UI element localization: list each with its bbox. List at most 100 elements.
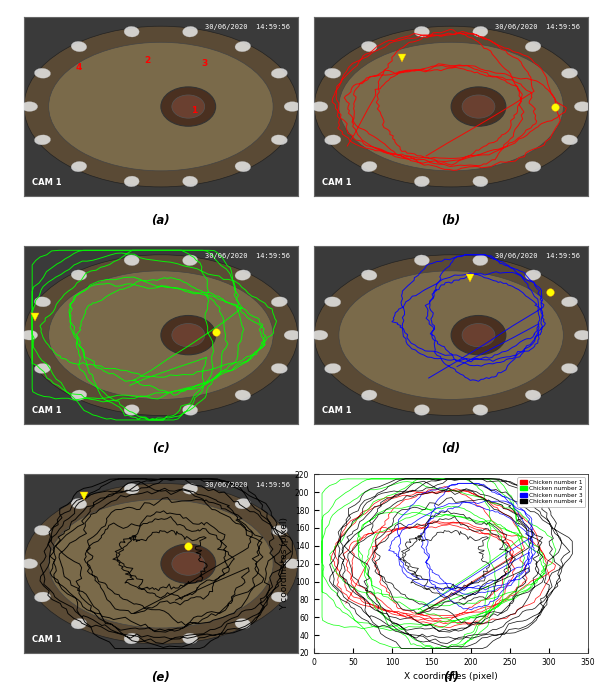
Ellipse shape xyxy=(339,42,563,171)
Text: (e): (e) xyxy=(152,671,170,684)
Ellipse shape xyxy=(34,363,50,373)
Ellipse shape xyxy=(34,525,50,536)
Ellipse shape xyxy=(235,162,251,172)
X-axis label: X coordinates (pixel): X coordinates (pixel) xyxy=(404,672,498,681)
Ellipse shape xyxy=(172,323,205,347)
Text: 1: 1 xyxy=(191,106,197,115)
Ellipse shape xyxy=(235,618,251,629)
Ellipse shape xyxy=(71,162,87,172)
Ellipse shape xyxy=(161,316,215,354)
Ellipse shape xyxy=(339,271,563,399)
Ellipse shape xyxy=(124,26,139,37)
Y-axis label: Y coordinates (pixel): Y coordinates (pixel) xyxy=(280,517,289,610)
Ellipse shape xyxy=(34,68,50,78)
Ellipse shape xyxy=(414,176,430,187)
Text: 30/06/2020  14:59:56: 30/06/2020 14:59:56 xyxy=(495,24,580,30)
Ellipse shape xyxy=(562,135,578,145)
Ellipse shape xyxy=(361,390,377,400)
Ellipse shape xyxy=(284,559,301,569)
Text: 30/06/2020  14:59:56: 30/06/2020 14:59:56 xyxy=(205,24,290,30)
Ellipse shape xyxy=(284,330,301,340)
Ellipse shape xyxy=(71,498,87,509)
Text: 30/06/2020  14:59:56: 30/06/2020 14:59:56 xyxy=(205,482,290,488)
Ellipse shape xyxy=(172,552,205,576)
Ellipse shape xyxy=(311,102,328,111)
Ellipse shape xyxy=(311,330,328,340)
Ellipse shape xyxy=(325,363,341,373)
Ellipse shape xyxy=(271,592,287,602)
Text: (b): (b) xyxy=(442,214,461,227)
Ellipse shape xyxy=(182,26,198,37)
Ellipse shape xyxy=(451,87,506,126)
Ellipse shape xyxy=(24,255,298,415)
Text: (d): (d) xyxy=(442,442,461,455)
Ellipse shape xyxy=(414,255,430,265)
Text: (a): (a) xyxy=(152,214,170,227)
Ellipse shape xyxy=(525,270,541,281)
Text: 2: 2 xyxy=(144,56,151,65)
Ellipse shape xyxy=(34,297,50,307)
Ellipse shape xyxy=(574,102,591,111)
Legend: Chicken number 1, Chicken number 2, Chicken number 3, Chicken number 4: Chicken number 1, Chicken number 2, Chic… xyxy=(517,477,585,507)
Ellipse shape xyxy=(525,390,541,400)
Text: CAM 1: CAM 1 xyxy=(322,406,352,415)
Ellipse shape xyxy=(161,544,215,583)
Ellipse shape xyxy=(473,405,488,415)
Ellipse shape xyxy=(325,297,341,307)
Ellipse shape xyxy=(124,633,139,644)
Ellipse shape xyxy=(21,559,38,569)
Ellipse shape xyxy=(574,330,591,340)
Ellipse shape xyxy=(473,26,488,37)
Ellipse shape xyxy=(34,592,50,602)
Ellipse shape xyxy=(124,484,139,494)
Ellipse shape xyxy=(49,42,273,171)
Ellipse shape xyxy=(71,618,87,629)
Text: 3: 3 xyxy=(202,59,208,68)
Ellipse shape xyxy=(271,363,287,373)
Ellipse shape xyxy=(525,41,541,52)
Text: 30/06/2020  14:59:56: 30/06/2020 14:59:56 xyxy=(205,253,290,259)
Ellipse shape xyxy=(71,270,87,281)
Ellipse shape xyxy=(124,176,139,187)
Text: (f): (f) xyxy=(443,671,459,684)
Ellipse shape xyxy=(271,68,287,78)
Text: CAM 1: CAM 1 xyxy=(32,635,62,644)
Ellipse shape xyxy=(473,255,488,265)
Ellipse shape xyxy=(271,525,287,536)
Ellipse shape xyxy=(71,390,87,400)
Ellipse shape xyxy=(325,135,341,145)
Ellipse shape xyxy=(24,483,298,644)
Ellipse shape xyxy=(562,68,578,78)
Ellipse shape xyxy=(172,95,205,118)
Ellipse shape xyxy=(562,297,578,307)
Ellipse shape xyxy=(284,102,301,111)
Ellipse shape xyxy=(462,323,495,347)
Ellipse shape xyxy=(314,255,588,415)
Ellipse shape xyxy=(21,102,38,111)
Ellipse shape xyxy=(414,405,430,415)
Ellipse shape xyxy=(525,162,541,172)
Ellipse shape xyxy=(314,26,588,187)
Ellipse shape xyxy=(462,95,495,118)
Ellipse shape xyxy=(21,330,38,340)
Ellipse shape xyxy=(124,405,139,415)
Text: CAM 1: CAM 1 xyxy=(322,178,352,187)
Text: 4: 4 xyxy=(76,63,82,72)
Ellipse shape xyxy=(182,176,198,187)
Ellipse shape xyxy=(235,498,251,509)
Text: 30/06/2020  14:59:56: 30/06/2020 14:59:56 xyxy=(495,253,580,259)
Ellipse shape xyxy=(473,176,488,187)
Ellipse shape xyxy=(182,633,198,644)
Ellipse shape xyxy=(361,270,377,281)
Ellipse shape xyxy=(24,26,298,187)
Ellipse shape xyxy=(71,41,87,52)
Ellipse shape xyxy=(235,390,251,400)
Ellipse shape xyxy=(182,255,198,265)
Ellipse shape xyxy=(49,500,273,628)
Ellipse shape xyxy=(182,484,198,494)
Ellipse shape xyxy=(271,297,287,307)
Ellipse shape xyxy=(361,162,377,172)
Ellipse shape xyxy=(414,26,430,37)
Ellipse shape xyxy=(49,271,273,399)
Ellipse shape xyxy=(562,363,578,373)
